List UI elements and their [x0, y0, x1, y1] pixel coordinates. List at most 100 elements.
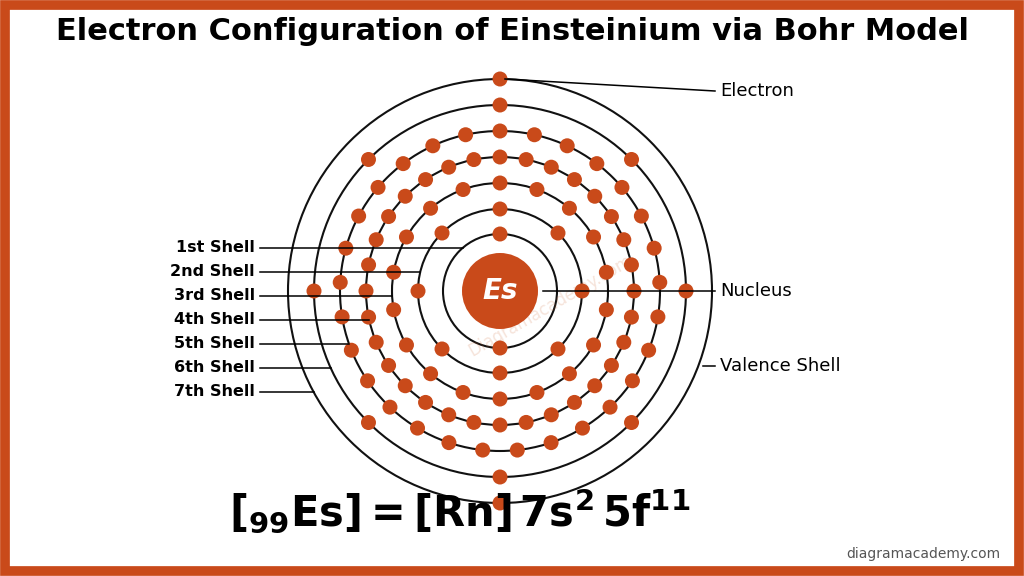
Circle shape [587, 378, 602, 393]
Text: 2nd Shell: 2nd Shell [170, 264, 255, 279]
Circle shape [562, 366, 577, 381]
Circle shape [369, 232, 384, 247]
Circle shape [627, 283, 641, 298]
Circle shape [493, 340, 508, 355]
Text: 7th Shell: 7th Shell [174, 385, 255, 400]
Text: Diagramacademy.com: Diagramacademy.com [465, 252, 635, 361]
Circle shape [397, 189, 413, 204]
Circle shape [361, 152, 376, 167]
Circle shape [624, 415, 639, 430]
Circle shape [466, 415, 481, 430]
Circle shape [369, 335, 384, 350]
Circle shape [625, 373, 640, 388]
Circle shape [456, 385, 471, 400]
Circle shape [351, 209, 367, 223]
Circle shape [335, 309, 349, 324]
Circle shape [441, 407, 457, 422]
Circle shape [493, 366, 508, 381]
Circle shape [567, 172, 582, 187]
Circle shape [493, 123, 508, 138]
Circle shape [381, 358, 396, 373]
Circle shape [587, 189, 602, 204]
Circle shape [493, 469, 508, 484]
Text: Electron: Electron [720, 82, 794, 100]
Circle shape [551, 342, 565, 357]
Circle shape [466, 152, 481, 167]
Circle shape [493, 71, 508, 86]
Circle shape [604, 209, 618, 224]
Text: 6th Shell: 6th Shell [174, 361, 255, 376]
Circle shape [614, 180, 630, 195]
Circle shape [574, 283, 590, 298]
Circle shape [371, 180, 386, 195]
Circle shape [529, 182, 545, 197]
Circle shape [361, 415, 376, 430]
Circle shape [567, 395, 582, 410]
Circle shape [397, 378, 413, 393]
Circle shape [544, 435, 558, 450]
Circle shape [604, 358, 618, 373]
Circle shape [361, 257, 376, 272]
Circle shape [306, 283, 322, 298]
Circle shape [411, 283, 426, 298]
Circle shape [616, 335, 632, 350]
Circle shape [493, 495, 508, 510]
Circle shape [360, 373, 375, 388]
Circle shape [434, 226, 450, 241]
Text: 3rd Shell: 3rd Shell [174, 289, 255, 304]
Circle shape [475, 442, 490, 457]
Circle shape [425, 138, 440, 153]
Circle shape [493, 418, 508, 433]
Circle shape [551, 226, 565, 241]
Circle shape [679, 283, 693, 298]
Circle shape [456, 182, 471, 197]
Circle shape [418, 172, 433, 187]
Circle shape [624, 257, 639, 272]
Circle shape [386, 265, 401, 280]
Circle shape [616, 232, 632, 247]
Circle shape [458, 127, 473, 142]
Circle shape [544, 407, 559, 422]
Text: 4th Shell: 4th Shell [174, 313, 255, 328]
Circle shape [586, 229, 601, 244]
Circle shape [493, 150, 508, 165]
Circle shape [529, 385, 545, 400]
Circle shape [641, 343, 656, 358]
Circle shape [423, 366, 438, 381]
Text: 1st Shell: 1st Shell [176, 241, 255, 256]
Circle shape [493, 226, 508, 241]
Circle shape [634, 209, 649, 223]
Circle shape [399, 338, 414, 353]
Circle shape [493, 97, 508, 112]
Circle shape [418, 395, 433, 410]
Text: Valence Shell: Valence Shell [720, 357, 841, 375]
Text: $\mathbf{[_{99}Es] = [Rn]\,7s^2\,5f^{11}}$: $\mathbf{[_{99}Es] = [Rn]\,7s^2\,5f^{11}… [229, 487, 690, 535]
Circle shape [361, 310, 376, 325]
Circle shape [527, 127, 542, 142]
Circle shape [358, 283, 374, 298]
Circle shape [518, 152, 534, 167]
Circle shape [399, 229, 414, 244]
Circle shape [518, 415, 534, 430]
Circle shape [441, 435, 457, 450]
Circle shape [386, 302, 401, 317]
Circle shape [510, 442, 524, 457]
Circle shape [462, 253, 538, 329]
Circle shape [383, 400, 397, 415]
Circle shape [493, 176, 508, 191]
Circle shape [650, 309, 666, 324]
Circle shape [624, 310, 639, 325]
Text: Nucleus: Nucleus [720, 282, 792, 300]
Circle shape [590, 156, 604, 171]
Circle shape [381, 209, 396, 224]
Text: Es: Es [482, 277, 518, 305]
Circle shape [410, 420, 425, 435]
Circle shape [647, 241, 662, 256]
Circle shape [434, 342, 450, 357]
Circle shape [493, 202, 508, 217]
Circle shape [652, 275, 668, 290]
Text: 5th Shell: 5th Shell [174, 336, 255, 351]
Circle shape [599, 302, 613, 317]
Text: diagramacademy.com: diagramacademy.com [846, 547, 1000, 561]
Circle shape [599, 265, 613, 280]
